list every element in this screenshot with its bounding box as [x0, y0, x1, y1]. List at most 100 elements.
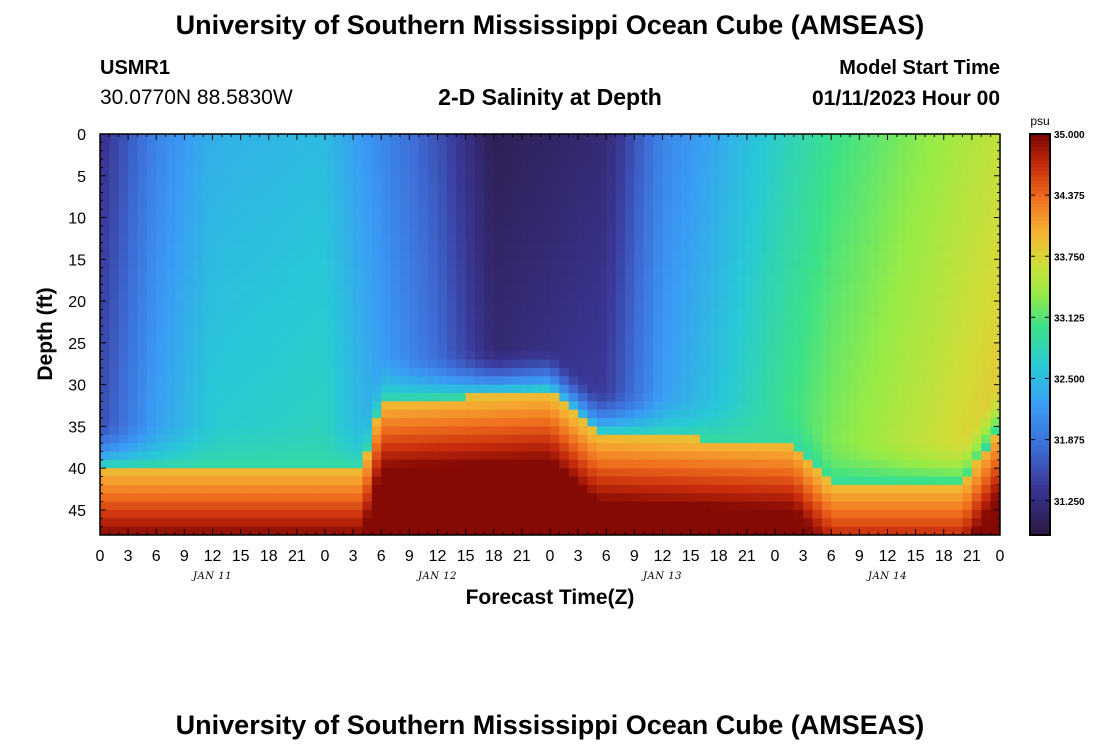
- heatmap-cell: [175, 484, 185, 494]
- heatmap-cell: [662, 476, 673, 486]
- heatmap-cell: [371, 426, 382, 436]
- heatmap-cell: [306, 493, 317, 503]
- heatmap-cell: [943, 493, 954, 503]
- heatmap-cell: [343, 184, 354, 194]
- heatmap-cell: [456, 342, 467, 352]
- heatmap-cell: [343, 359, 354, 369]
- heatmap-cell: [175, 209, 185, 219]
- heatmap-cell: [540, 284, 551, 294]
- heatmap-cell: [606, 167, 617, 177]
- heatmap-cell: [128, 392, 139, 402]
- heatmap-cell: [850, 451, 860, 461]
- heatmap-cell: [859, 518, 870, 528]
- heatmap-cell: [475, 276, 485, 285]
- heatmap-cell: [906, 476, 917, 486]
- heatmap-cell: [531, 292, 542, 302]
- heatmap-cell: [400, 518, 410, 528]
- heatmap-cell: [559, 250, 570, 260]
- heatmap-cell: [390, 259, 401, 269]
- heatmap-cell: [578, 326, 589, 336]
- heatmap-cell: [146, 225, 157, 235]
- heatmap-cell: [146, 284, 157, 294]
- heatmap-cell: [868, 159, 879, 169]
- heatmap-cell: [878, 167, 889, 177]
- heatmap-cell: [306, 509, 317, 519]
- heatmap-cell: [306, 342, 317, 352]
- heatmap-cell: [540, 184, 551, 194]
- heatmap-cell: [728, 509, 739, 519]
- heatmap-cell: [925, 317, 935, 327]
- heatmap-cell: [634, 250, 645, 260]
- heatmap-cell: [371, 501, 382, 511]
- heatmap-cell: [793, 451, 804, 461]
- heatmap-cell: [287, 150, 298, 160]
- heatmap-cell: [596, 175, 607, 185]
- heatmap-cell: [493, 159, 504, 169]
- heatmap-cell: [212, 234, 223, 244]
- heatmap-cell: [568, 459, 579, 469]
- heatmap-cell: [596, 309, 607, 319]
- heatmap-cell: [315, 192, 326, 202]
- heatmap-cell: [268, 351, 279, 361]
- heatmap-cell: [259, 434, 270, 444]
- heatmap-cell: [793, 501, 804, 511]
- heatmap-cell: [587, 484, 598, 494]
- heatmap-cell: [596, 200, 607, 210]
- heatmap-cell: [906, 175, 917, 185]
- heatmap-cell: [231, 217, 242, 227]
- heatmap-cell: [409, 443, 420, 453]
- heatmap-cell: [578, 267, 589, 277]
- heatmap-cell: [353, 493, 364, 503]
- heatmap-cell: [221, 426, 232, 436]
- heatmap-cell: [306, 150, 317, 160]
- heatmap-cell: [906, 484, 917, 494]
- heatmap-cell: [606, 518, 617, 528]
- heatmap-cell: [925, 376, 935, 386]
- heatmap-cell: [962, 484, 973, 494]
- heatmap-cell: [165, 459, 176, 469]
- heatmap-cell: [306, 409, 317, 419]
- heatmap-cell: [915, 493, 926, 503]
- heatmap-cell: [971, 459, 982, 469]
- heatmap-cell: [118, 351, 129, 361]
- heatmap-cell: [221, 217, 232, 227]
- heatmap-cell: [990, 234, 1000, 244]
- heatmap-cell: [868, 292, 879, 302]
- heatmap-cell: [221, 326, 232, 336]
- heatmap-cell: [587, 317, 598, 327]
- heatmap-cell: [315, 334, 326, 344]
- heatmap-cell: [859, 242, 870, 252]
- heatmap-cell: [250, 359, 260, 369]
- heatmap-cell: [203, 250, 214, 260]
- heatmap-cell: [109, 501, 120, 511]
- heatmap-cell: [428, 276, 439, 285]
- heatmap-cell: [606, 342, 617, 352]
- heatmap-cell: [296, 175, 307, 185]
- heatmap-cell: [493, 309, 504, 319]
- heatmap-cell: [859, 476, 870, 486]
- heatmap-cell: [765, 150, 776, 160]
- heatmap-cell: [118, 451, 129, 461]
- heatmap-cell: [531, 234, 542, 244]
- heatmap-cell: [606, 376, 617, 386]
- heatmap-cell: [353, 225, 364, 235]
- heatmap-cell: [109, 359, 120, 369]
- heatmap-cell: [662, 384, 673, 394]
- heatmap-cell: [718, 225, 729, 235]
- heatmap-cell: [221, 484, 232, 494]
- heatmap-cell: [212, 459, 223, 469]
- heatmap-cell: [578, 526, 589, 535]
- heatmap-cell: [175, 242, 185, 252]
- heatmap-cell: [306, 468, 317, 478]
- heatmap-cell: [803, 309, 814, 319]
- heatmap-cell: [709, 276, 720, 285]
- heatmap-cell: [521, 259, 532, 269]
- heatmap-cell: [221, 409, 232, 419]
- heatmap-cell: [137, 225, 148, 235]
- heatmap-cell: [250, 384, 260, 394]
- heatmap-cell: [521, 242, 532, 252]
- heatmap-cell: [315, 250, 326, 260]
- heatmap-cell: [784, 426, 795, 436]
- heatmap-cell: [334, 384, 345, 394]
- heatmap-cell: [287, 334, 298, 344]
